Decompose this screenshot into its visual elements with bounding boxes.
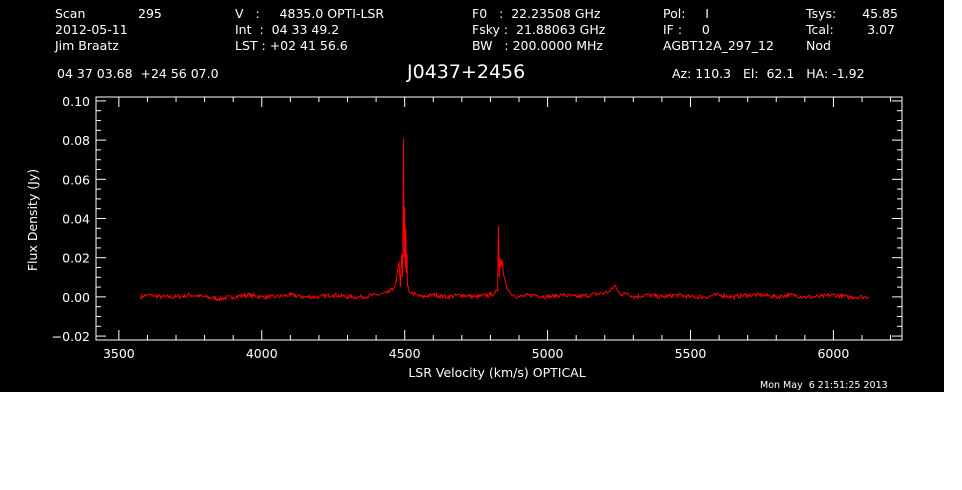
ticks-layer [96,97,902,340]
spectrum-panel: Scan 295 2012-05-11 Jim Braatz V : 4835.… [0,0,944,392]
x-tick-label: 5000 [532,346,564,361]
observer-name: Jim Braatz [55,38,119,53]
velocity-info: V : 4835.0 OPTI-LSR [235,6,385,21]
if-number: IF : 0 [663,22,710,37]
integration-info: Int : 04 33 49.2 [235,22,340,37]
bandwidth: BW : 200.0000 MHz [472,38,603,53]
plot-frame [95,96,903,341]
y-tick-label: −0.02 [52,329,90,344]
x-tick-label: 4500 [389,346,421,361]
source-coordinates: 04 37 03.68 +24 56 07.0 [57,66,219,81]
proc-type: Nod [806,38,831,53]
az-el-ha: Az: 110.3 El: 62.1 HA: -1.92 [672,66,865,81]
scan-label: Scan [55,6,86,21]
y-tick-label: 0.04 [62,212,90,227]
sky-frequency: Fsky : 21.88063 GHz [472,22,606,37]
y-tick-label: 0.06 [62,172,90,187]
plot-timestamp: Mon May 6 21:51:25 2013 [760,380,888,391]
rest-frequency: F0 : 22.23508 GHz [472,6,601,21]
spectrum-chart: 3500 4000 4500 5000 5500 6000 −0.02 0.00 0.02 0.0… [25,94,903,380]
tsys-value: 45.85 [862,6,898,21]
x-tick-label: 4000 [246,346,278,361]
y-tick-label: 0.08 [62,133,90,148]
tick-labels-layer: 3500 4000 4500 5000 5500 6000 −0.02 0.00 0.02 0.0… [52,94,850,361]
x-tick-label: 3500 [103,346,135,361]
y-axis-label: Flux Density (Jy) [25,169,40,271]
x-tick-label: 6000 [817,346,849,361]
scan-value: 295 [138,6,162,21]
tcal-value: 3.07 [867,22,895,37]
x-axis-label: LSR Velocity (km/s) OPTICAL [408,365,585,380]
y-tick-label: 0.10 [62,94,90,109]
spectrum-trace [139,138,870,303]
observation-date: 2012-05-11 [55,22,128,37]
polarization: Pol: I [663,6,709,21]
x-tick-label: 5500 [675,346,707,361]
lst-info: LST : +02 41 56.6 [235,38,348,53]
tsys-label: Tsys: [806,6,837,21]
y-tick-label: 0.00 [62,290,90,305]
project-id: AGBT12A_297_12 [663,38,774,53]
tcal-label: Tcal: [806,22,834,37]
source-name: J0437+2456 [407,61,526,83]
y-tick-label: 0.02 [62,251,90,266]
